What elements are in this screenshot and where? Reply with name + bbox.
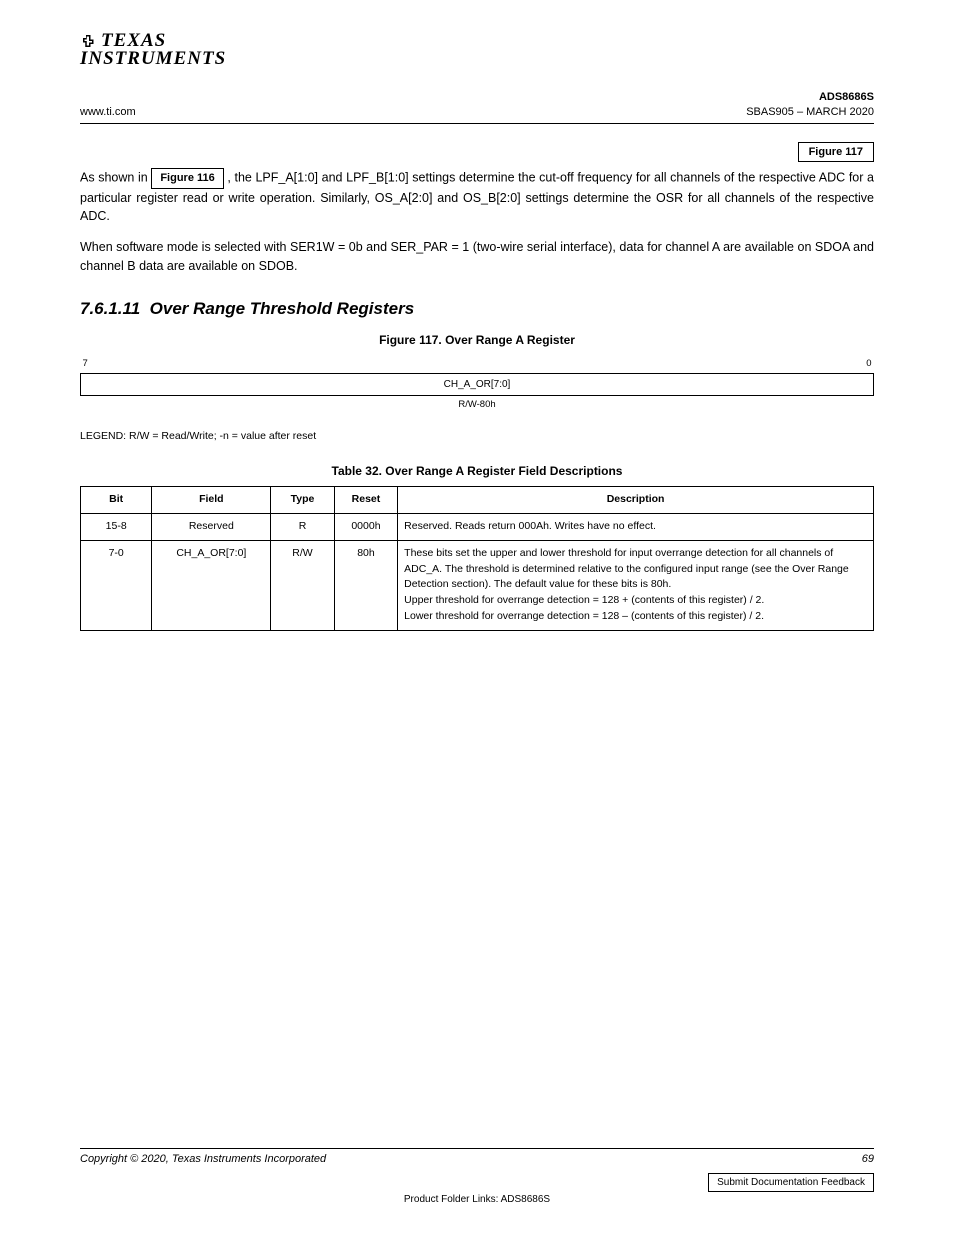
section-name: Over Range Threshold Registers xyxy=(150,299,415,318)
cell-reset: 0000h xyxy=(334,514,397,541)
table-row: 15-8 Reserved R 0000h Reserved. Reads re… xyxy=(81,514,874,541)
intro-paragraph-2: When software mode is selected with SER1… xyxy=(80,238,874,276)
footer-copyright: Copyright © 2020, Texas Instruments Inco… xyxy=(80,1153,326,1165)
cell-bit: 7-0 xyxy=(81,540,152,630)
register-layout-table: 7 0 CH_A_OR[7:0] R/W-80h xyxy=(80,357,874,415)
section-number: 7.6.1.11 xyxy=(80,299,140,318)
header-docid: SBAS905 – MARCH 2020 xyxy=(746,105,874,120)
logo-text-bottom: INSTRUMENTS xyxy=(80,48,226,70)
intro-p1-pre: As shown in xyxy=(80,171,151,185)
col-desc: Description xyxy=(398,487,874,514)
header-product[interactable]: ADS8686S xyxy=(746,90,874,105)
register-rw: R/W-80h xyxy=(81,396,874,415)
bit-0: 0 xyxy=(176,357,874,374)
cell-field: Reserved xyxy=(152,514,271,541)
page-header: www.ti.com ADS8686S SBAS905 – MARCH 2020 xyxy=(80,90,874,124)
footer-product-link[interactable]: Product Folder Links: ADS8686S xyxy=(80,1194,874,1205)
cell-type: R/W xyxy=(271,540,334,630)
figure-title-117: Figure 117. Over Range A Register xyxy=(80,331,874,349)
cell-bit: 15-8 xyxy=(81,514,152,541)
col-reset: Reset xyxy=(334,487,397,514)
cell-field: CH_A_OR[7:0] xyxy=(152,540,271,630)
register-field: CH_A_OR[7:0] xyxy=(81,374,874,396)
col-type: Type xyxy=(271,487,334,514)
cell-desc: Reserved. Reads return 000Ah. Writes hav… xyxy=(398,514,874,541)
intro-paragraph-1: As shown in Figure 116 , the LPF_A[1:0] … xyxy=(80,168,874,226)
bit-7: 7 xyxy=(81,357,176,374)
section-title: 7.6.1.11 Over Range Threshold Registers xyxy=(80,296,874,322)
ti-logo-icon xyxy=(80,32,98,50)
table-row: 7-0 CH_A_OR[7:0] R/W 80h These bits set … xyxy=(81,540,874,630)
footer-feedback-link[interactable]: Submit Documentation Feedback xyxy=(708,1173,874,1192)
col-bit: Bit xyxy=(81,487,152,514)
col-field: Field xyxy=(152,487,271,514)
footer-pagenum: 69 xyxy=(862,1153,874,1165)
figure-callout-117: Figure 117 xyxy=(798,142,874,162)
page-footer: Copyright © 2020, Texas Instruments Inco… xyxy=(80,1148,874,1205)
register-legend: LEGEND: R/W = Read/Write; -n = value aft… xyxy=(80,429,874,445)
cell-type: R xyxy=(271,514,334,541)
logo: TEXAS INSTRUMENTS xyxy=(80,30,874,70)
table-header-row: Bit Field Type Reset Description xyxy=(81,487,874,514)
register-description-table: Bit Field Type Reset Description 15-8 Re… xyxy=(80,486,874,630)
header-url[interactable]: www.ti.com xyxy=(80,105,136,120)
figure-ref-116[interactable]: Figure 116 xyxy=(151,168,223,189)
cell-desc: These bits set the upper and lower thres… xyxy=(398,540,874,630)
cell-reset: 80h xyxy=(334,540,397,630)
table-title-32: Table 32. Over Range A Register Field De… xyxy=(80,462,874,480)
